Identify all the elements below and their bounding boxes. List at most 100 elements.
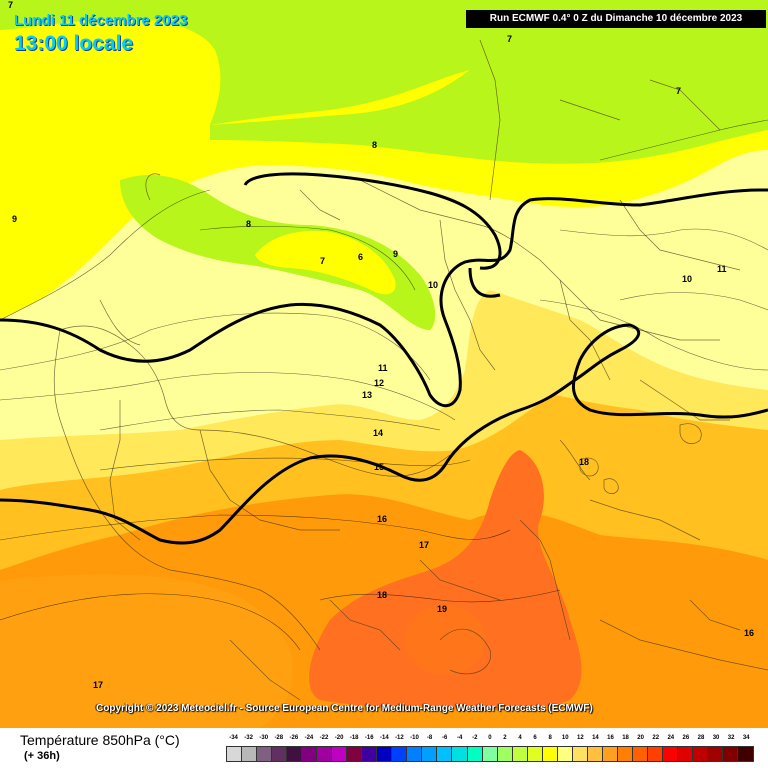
legend-swatch xyxy=(392,747,408,761)
isotherm-thin-lines xyxy=(0,119,768,651)
legend-label: -18 xyxy=(349,735,359,741)
iso-label-7-center: 7 xyxy=(320,256,325,266)
legend-label: -8 xyxy=(426,735,433,741)
iso-label-7-n: 7 xyxy=(507,34,512,44)
legend-label: 16 xyxy=(607,735,614,741)
iso-label-8-brittany: 8 xyxy=(246,219,251,229)
legend-swatch xyxy=(602,747,618,761)
iso-label-16-se: 16 xyxy=(744,628,754,638)
legend-label: -28 xyxy=(274,735,284,741)
iso-label-17-sw: 17 xyxy=(93,680,103,690)
band-8-10-inner xyxy=(255,230,396,295)
legend-swatch xyxy=(617,747,633,761)
legend-labels: -34 -32 -30 -28 -26 -24 -2 2 -20 -18 -16 -14 -12 -10 -… xyxy=(226,734,754,742)
legend-swatch xyxy=(287,747,303,761)
legend-label: -10 xyxy=(410,735,419,741)
legend-label: -26 xyxy=(289,735,299,741)
legend-swatch xyxy=(437,747,453,761)
band-16-18-cell xyxy=(405,605,485,675)
legend-swatch xyxy=(542,747,558,761)
legend-label: 34 xyxy=(742,735,750,741)
legend-label: 22 xyxy=(652,735,660,741)
legend-swatch xyxy=(332,747,348,761)
legend-swatch xyxy=(723,747,739,761)
color-scale-legend: -34 -32 -30 -28 -26 -24 -2 2 -20 -18 -16 -14 -12 -10 -… xyxy=(226,734,754,762)
copyright-notice: Copyright © 2023 Meteociel.fr - Source E… xyxy=(96,703,593,714)
legend-label: -34 xyxy=(229,735,238,741)
band-18-20 xyxy=(309,450,582,710)
legend-swatch xyxy=(572,747,588,761)
legend-label: 30 xyxy=(712,735,720,741)
map-area: 7 7 7 8 9 8 7 6 9 10 10 11 11 12 13 14 1… xyxy=(0,0,768,728)
iso-label-14: 14 xyxy=(373,428,383,438)
legend-label: -12 xyxy=(395,735,404,741)
legend-label: 10 xyxy=(561,735,569,741)
legend-swatch xyxy=(347,747,363,761)
iso-label-9-center: 9 xyxy=(393,249,398,259)
iso-label-7-nw: 7 xyxy=(8,0,13,10)
legend-label: -32 xyxy=(244,735,253,741)
legend-swatch xyxy=(677,747,693,761)
legend-swatch xyxy=(527,747,543,761)
legend-swatch xyxy=(272,747,288,761)
isotherm-10-channel xyxy=(243,172,502,270)
temperature-map: 7 7 7 8 9 8 7 6 9 10 10 11 11 12 13 14 1… xyxy=(0,0,768,728)
isotherm-15 xyxy=(0,323,768,545)
legend-bar: Température 850hPa (°C) (+ 36h) -34 -32 -3… xyxy=(0,728,768,768)
legend-label: 0 xyxy=(488,735,492,741)
legend-swatch xyxy=(662,747,678,761)
legend-swatch xyxy=(452,747,468,761)
legend-swatch xyxy=(227,747,243,761)
legend-label: -30 xyxy=(259,735,269,741)
legend-label: 24 xyxy=(667,735,675,741)
legend-label: -2 xyxy=(472,735,478,741)
legend-label: 6 xyxy=(533,735,537,741)
legend-swatch xyxy=(467,747,483,761)
iso-label-16: 16 xyxy=(377,514,387,524)
legend-label: -4 xyxy=(457,735,463,741)
iso-label-19: 19 xyxy=(437,604,447,614)
iso-label-15: 15 xyxy=(374,462,384,472)
parameter-title: Température 850hPa (°C) xyxy=(20,732,180,748)
legend-label: -20 xyxy=(334,735,344,741)
legend-label: 26 xyxy=(682,735,690,741)
legend-label: 20 xyxy=(637,735,644,741)
iso-label-6-center: 6 xyxy=(358,252,363,262)
band-16-18-south xyxy=(0,574,293,728)
legend-swatch xyxy=(242,747,258,761)
legend-swatch xyxy=(482,747,498,761)
legend-label: 32 xyxy=(727,735,735,741)
iso-label-11-east: 11 xyxy=(717,264,727,274)
isotherm-10-east xyxy=(468,267,501,298)
band-6-8-north xyxy=(210,0,768,164)
legend-swatch xyxy=(647,747,663,761)
legend-swatch xyxy=(317,747,333,761)
legend-label: 4 xyxy=(518,735,522,741)
iso-label-18-east: 18 xyxy=(579,457,589,467)
iso-label-10-center: 10 xyxy=(428,280,438,290)
iso-label-12: 12 xyxy=(374,378,384,388)
iso-label-7-ne: 7 xyxy=(676,86,681,96)
legend-swatch xyxy=(257,747,273,761)
legend-label: 2 xyxy=(503,735,507,741)
legend-label: -24 xyxy=(304,735,314,741)
legend-swatch xyxy=(587,747,603,761)
iso-label-18-south: 18 xyxy=(377,590,387,600)
legend-label: -6 xyxy=(441,735,448,741)
legend-swatch xyxy=(497,747,513,761)
legend-swatch xyxy=(557,747,573,761)
legend-label: 18 xyxy=(622,735,629,741)
iso-label-11-center: 11 xyxy=(378,363,388,373)
legend-swatch xyxy=(708,747,724,761)
band-6-8 xyxy=(0,0,470,125)
legend-label: 28 xyxy=(697,735,705,741)
model-run-banner: Run ECMWF 0.4° 0 Z du Dimanche 10 décemb… xyxy=(466,10,766,28)
legend-label: -14 xyxy=(379,735,389,741)
legend-swatch xyxy=(362,747,378,761)
isotherm-10-north xyxy=(0,188,768,408)
legend-swatches xyxy=(226,746,754,762)
legend-label: -16 xyxy=(364,735,374,741)
legend-label: 8 xyxy=(548,735,552,741)
legend-swatch xyxy=(407,747,423,761)
iso-label-10-east: 10 xyxy=(682,274,692,284)
